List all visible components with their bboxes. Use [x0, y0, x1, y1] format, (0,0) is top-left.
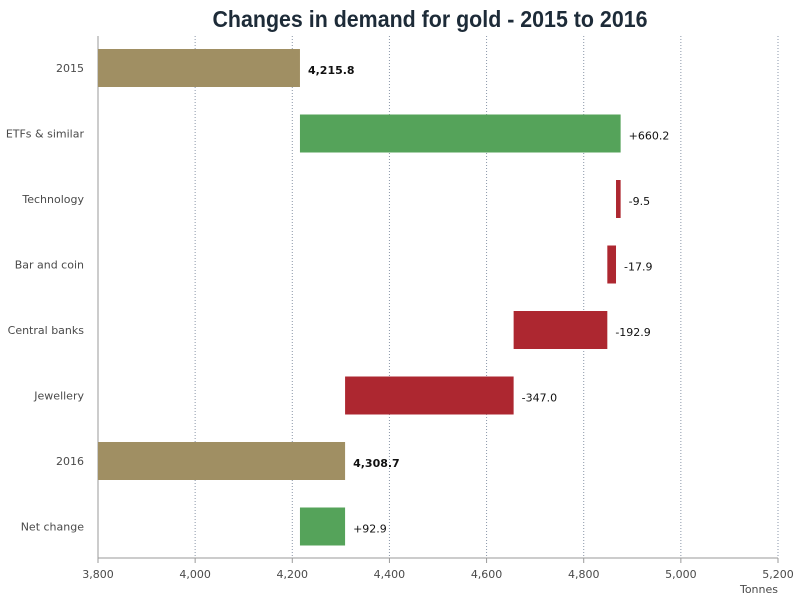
- category-label: 2015: [56, 62, 84, 75]
- x-tick-label: 4,800: [568, 568, 600, 581]
- x-axis-label: Tonnes: [739, 583, 778, 596]
- x-tick-label: 4,600: [471, 568, 503, 581]
- x-tick-label: 5,000: [665, 568, 697, 581]
- decrease-bar: [513, 311, 608, 349]
- data-label: 4,215.8: [308, 64, 355, 77]
- data-label: -9.5: [629, 195, 650, 208]
- data-label: -17.9: [624, 261, 652, 274]
- x-tick-label: 3,800: [82, 568, 114, 581]
- data-label: +92.9: [353, 523, 387, 536]
- category-label: Net change: [21, 521, 85, 534]
- category-label: Central banks: [8, 324, 85, 337]
- category-label: Bar and coin: [15, 259, 84, 272]
- decrease-bar: [616, 180, 621, 218]
- x-tick-label: 4,200: [277, 568, 309, 581]
- x-tick-label: 4,400: [374, 568, 406, 581]
- decrease-bar: [607, 245, 617, 284]
- decrease-bar: [345, 376, 514, 415]
- data-label: +660.2: [629, 130, 670, 143]
- category-label: Jewellery: [33, 390, 84, 403]
- x-tick-label: 5,200: [762, 568, 794, 581]
- total-bar: [98, 442, 346, 480]
- data-label: 4,308.7: [353, 457, 400, 470]
- total-bar: [98, 49, 300, 87]
- x-tick-label: 4,000: [179, 568, 211, 581]
- category-label: Technology: [21, 193, 84, 206]
- increase-bar: [299, 507, 346, 546]
- category-label: ETFs & similar: [6, 128, 85, 141]
- increase-bar: [299, 114, 621, 153]
- data-label: -347.0: [522, 392, 557, 405]
- data-label: -192.9: [615, 326, 650, 339]
- category-label: 2016: [56, 455, 84, 468]
- chart-title: Changes in demand for gold - 2015 to 201…: [212, 6, 648, 32]
